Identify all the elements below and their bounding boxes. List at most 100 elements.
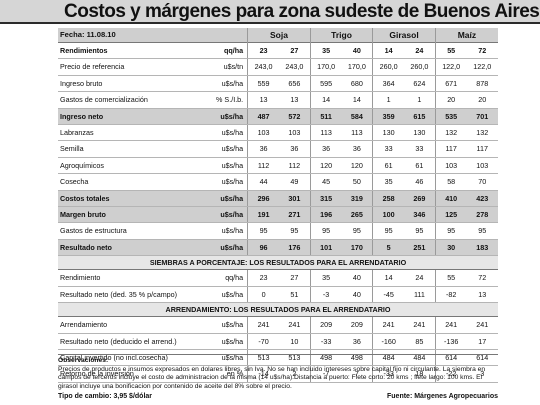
- row-value: 559: [247, 75, 279, 93]
- row-value: 72: [466, 269, 498, 287]
- row-value: -7: [309, 365, 342, 383]
- row-value: 33: [372, 140, 405, 158]
- row-unit: en %: [199, 365, 248, 383]
- row-value: 117: [434, 140, 467, 158]
- row-value: 95: [372, 222, 405, 240]
- row-value: 5: [372, 239, 405, 257]
- table-row: Ingreso neto u$s/ha 487 572 511 584 359 615 535 7…: [58, 108, 498, 126]
- table-row: Rendimientos qq/ha 23 27 35 40 14 24 55 72: [58, 41, 498, 60]
- row-value: 680: [341, 75, 373, 93]
- row-value: 122,0: [434, 58, 467, 76]
- row-value: 701: [466, 108, 498, 126]
- header-row: Fecha: 11.08.10 Soja Trigo Girasol Maíz: [58, 28, 498, 43]
- row-value: 112: [247, 157, 279, 175]
- row-value: 113: [341, 124, 373, 142]
- exchange-rate: Tipo de cambio: 3,95 $/dólar: [58, 393, 153, 400]
- row-value: -33: [309, 333, 342, 350]
- row-value: -160: [372, 333, 405, 350]
- row-value: 95: [341, 222, 373, 240]
- row-value: 3: [466, 365, 498, 383]
- row-label: Gastos de comercialización: [58, 91, 200, 109]
- table-row: Retorno de la inversión en % -14 2 -7 7 -33 18-…: [58, 365, 498, 383]
- row-value: 27: [278, 269, 311, 287]
- row-value: 498: [309, 349, 342, 367]
- row-value: 315: [309, 190, 342, 208]
- row-label: Cosecha: [58, 173, 200, 191]
- row-value: 319: [341, 190, 373, 208]
- row-value: -14: [247, 365, 279, 383]
- row-value: 61: [372, 157, 405, 175]
- row-value: 20: [466, 91, 498, 109]
- row-value: 103: [278, 124, 311, 142]
- row-unit: u$s/ha: [199, 222, 248, 240]
- row-value: 513: [278, 349, 311, 367]
- row-value: 260,0: [372, 58, 405, 76]
- row-value: 130: [404, 124, 436, 142]
- row-value: 111: [404, 286, 436, 304]
- row-unit: u$s/ha: [199, 316, 248, 334]
- row-value: -70: [247, 333, 279, 350]
- row-value: 278: [466, 206, 498, 224]
- row-value: -22: [434, 365, 467, 383]
- table-row: Semilla u$s/ha 36 36 36 36 33 33 117 117: [58, 140, 498, 158]
- row-value: 301: [278, 190, 311, 208]
- row-label: Semilla: [58, 140, 200, 158]
- row-value: 615: [404, 108, 436, 126]
- row-value: 70: [466, 173, 498, 191]
- section-banner-siembras: SIEMBRAS A PORCENTAJE: LOS RESULTADOS PA…: [58, 255, 498, 271]
- row-value: 614: [466, 349, 498, 367]
- table-row: Precio de referencia u$s/tn 243,0 243,0 170,…: [58, 58, 498, 76]
- table-row: Costos totales u$s/ha 296 301 315 319 258 269 41…: [58, 190, 498, 208]
- row-label: Rendimientos: [58, 41, 200, 60]
- row-value: 511: [309, 108, 342, 126]
- row-value: 191: [247, 206, 279, 224]
- row-value: 132: [466, 124, 498, 142]
- table-row: Arrendamiento u$s/ha 241 241 209 209 241 241 241…: [58, 316, 498, 334]
- row-unit: u$s/ha: [199, 75, 248, 93]
- row-label: Labranzas: [58, 124, 200, 142]
- row-value: 40: [341, 269, 373, 287]
- row-value: 49: [278, 173, 311, 191]
- row-value: 50: [341, 173, 373, 191]
- row-label: Costos totales: [58, 190, 200, 208]
- observations-heading: Observaciones:: [58, 357, 109, 364]
- row-unit: u$s/ha: [199, 190, 248, 208]
- row-value: 58: [434, 173, 467, 191]
- row-value: 20: [434, 91, 467, 109]
- row-value: 35: [309, 269, 342, 287]
- row-unit: u$s/ha: [199, 124, 248, 142]
- row-value: 584: [341, 108, 373, 126]
- row-value: 614: [434, 349, 467, 367]
- section-banner-siembras-text: SIEMBRAS A PORCENTAJE: LOS RESULTADOS PA…: [58, 255, 498, 271]
- table-row: Resultado neto (deducido el arrend.) u$s/…: [58, 333, 498, 350]
- row-value: 487: [247, 108, 279, 126]
- row-value: 36: [278, 140, 311, 158]
- row-value: 498: [341, 349, 373, 367]
- table-row: Margen bruto u$s/ha 191 271 196 265 100 346 125 2…: [58, 206, 498, 224]
- row-label: Resultado neto: [58, 239, 200, 257]
- row-value: 243,0: [278, 58, 311, 76]
- row-value: 55: [434, 269, 467, 287]
- table-body: Fecha: 11.08.10 Soja Trigo Girasol Maíz …: [58, 28, 498, 383]
- row-value: 183: [466, 239, 498, 257]
- row-value: 120: [309, 157, 342, 175]
- row-value: 35: [372, 173, 405, 191]
- row-value: -136: [434, 333, 467, 350]
- row-value: 170,0: [309, 58, 342, 76]
- row-unit: u$s/ha: [199, 173, 248, 191]
- row-unit: u$s/ha: [199, 239, 248, 257]
- row-value: -45: [372, 286, 405, 304]
- section-banner-arrendamiento-text: ARRENDAMIENTO: LOS RESULTADOS PARA EL AR…: [58, 302, 498, 318]
- row-value: 364: [372, 75, 405, 93]
- row-value: 423: [466, 190, 498, 208]
- table-row: Agroquímicos u$s/ha 112 112 120 120 61 61 103 103: [58, 157, 498, 175]
- table-row: Gastos de comercialización% S./I.b. 13 13 1…: [58, 91, 498, 109]
- row-value: -33: [372, 365, 405, 383]
- row-value: 33: [404, 140, 436, 158]
- row-unit: u$s/tn: [199, 58, 248, 76]
- row-value: 55: [434, 41, 467, 60]
- row-value: -3: [309, 286, 342, 304]
- row-value: 125: [434, 206, 467, 224]
- row-label: Resultado neto (ded. 35 % p/campo): [58, 286, 200, 304]
